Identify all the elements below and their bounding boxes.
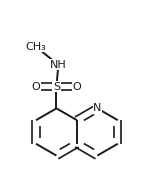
Text: S: S xyxy=(53,82,60,92)
Text: O: O xyxy=(31,82,40,92)
Text: O: O xyxy=(73,82,82,92)
Text: NH: NH xyxy=(50,60,67,70)
Text: CH₃: CH₃ xyxy=(26,42,46,52)
Text: N: N xyxy=(93,103,102,113)
